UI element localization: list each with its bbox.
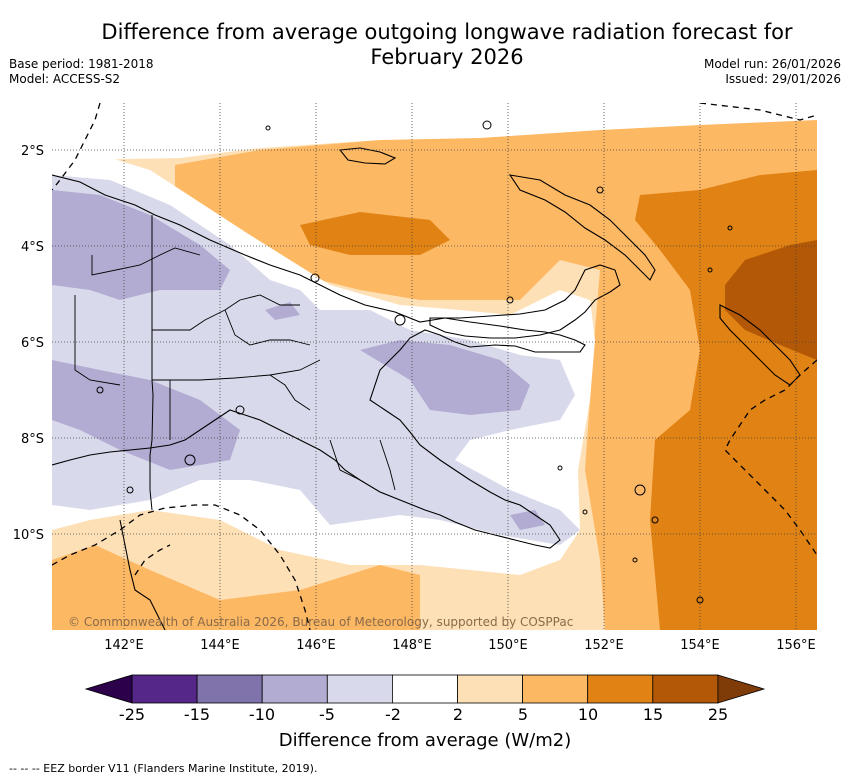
- eez-note: -- -- -- EEZ border V11 (Flanders Marine…: [9, 762, 318, 775]
- coastline-manus: [338, 147, 397, 165]
- colorbar-extend-high: [717, 674, 766, 704]
- lat-label: 4°S: [21, 240, 44, 255]
- legend-tick: 10: [577, 705, 599, 724]
- coastline-cape-york: [119, 519, 166, 630]
- colorbar-segment: [391, 674, 458, 704]
- base-period: Base period: 1981-2018: [9, 57, 154, 71]
- legend-tick: -2: [385, 705, 401, 724]
- meta-left: Base period: 1981-2018 Model: ACCESS-S2: [9, 57, 154, 87]
- latitude-labels: 2°S 4°S 6°S 8°S 10°S: [13, 144, 44, 543]
- gridlines: [52, 103, 817, 630]
- anomaly-field-10to15-north: [300, 212, 450, 255]
- legend-tick: 15: [642, 705, 664, 724]
- legend-tick: 25: [707, 705, 729, 724]
- map-area: © Commonwealth of Australia 2026, Bureau…: [52, 103, 817, 630]
- lon-label: 150°E: [488, 638, 528, 653]
- model-name: Model: ACCESS-S2: [9, 72, 121, 86]
- anomaly-field-15to25: [725, 240, 817, 360]
- legend-tick: -15: [183, 705, 211, 724]
- colorbar-segment: [587, 674, 654, 704]
- lat-label: 10°S: [13, 528, 44, 543]
- legend-tick: -25: [118, 705, 146, 724]
- longitude-labels: 142°E 144°E 146°E 148°E 150°E 152°E 154°…: [104, 638, 816, 653]
- lon-label: 146°E: [296, 638, 336, 653]
- lon-label: 142°E: [104, 638, 144, 653]
- legend-tick: 5: [517, 705, 529, 724]
- coastline-new-guinea: [52, 174, 586, 549]
- coastline-new-ireland: [508, 174, 656, 281]
- colorbar: [84, 674, 766, 704]
- lon-label: 148°E: [392, 638, 432, 653]
- meta-right: Model run: 26/01/2026 Issued: 29/01/2026: [704, 57, 841, 87]
- png-indonesia-border: [149, 215, 154, 511]
- lat-label: 2°S: [21, 144, 44, 159]
- colorbar-segment: [457, 674, 523, 704]
- anomaly-field-minus5to10-east: [360, 340, 530, 415]
- lon-label: 152°E: [584, 638, 624, 653]
- colorbar-segment: [652, 674, 719, 704]
- legend-tick: -10: [248, 705, 276, 724]
- colorbar-segment: [196, 674, 263, 704]
- colorbar-segment: [326, 674, 393, 704]
- title-line-1: Difference from average outgoing longwav…: [101, 20, 793, 44]
- anomaly-field-5to10-southwest: [52, 545, 420, 630]
- anomaly-field-minus5to10: [52, 190, 230, 300]
- eez-border: [52, 103, 817, 630]
- title-line-2: February 2026: [370, 45, 524, 69]
- legend-tick: -5: [319, 705, 335, 724]
- legend-title: Difference from average (W/m2): [278, 730, 572, 751]
- province-borders: [74, 247, 396, 491]
- anomaly-field-neutral: [52, 103, 817, 170]
- colorbar-segment: [131, 674, 198, 704]
- lat-label: 6°S: [21, 336, 44, 351]
- legend-tick: 2: [452, 705, 464, 724]
- lon-label: 156°E: [776, 638, 816, 653]
- colorbar-segment: [522, 674, 589, 704]
- anomaly-field-minus5to10-small2: [510, 510, 545, 530]
- copyright-text: © Commonwealth of Australia 2026, Bureau…: [68, 615, 573, 629]
- lon-label: 154°E: [680, 638, 720, 653]
- anomaly-field-minus5to10-small: [265, 302, 300, 320]
- model-run: Model run: 26/01/2026: [703, 57, 841, 71]
- map-title: Difference from average outgoing longwav…: [0, 20, 850, 70]
- issued-date: Issued: 29/01/2026: [725, 72, 841, 86]
- colorbar-segment: [261, 674, 328, 704]
- small-islands: [96, 120, 733, 604]
- colorbar-extend-low: [84, 674, 133, 704]
- coastline-new-britain: [429, 264, 621, 339]
- lat-label: 8°S: [21, 432, 44, 447]
- lon-label: 144°E: [200, 638, 240, 653]
